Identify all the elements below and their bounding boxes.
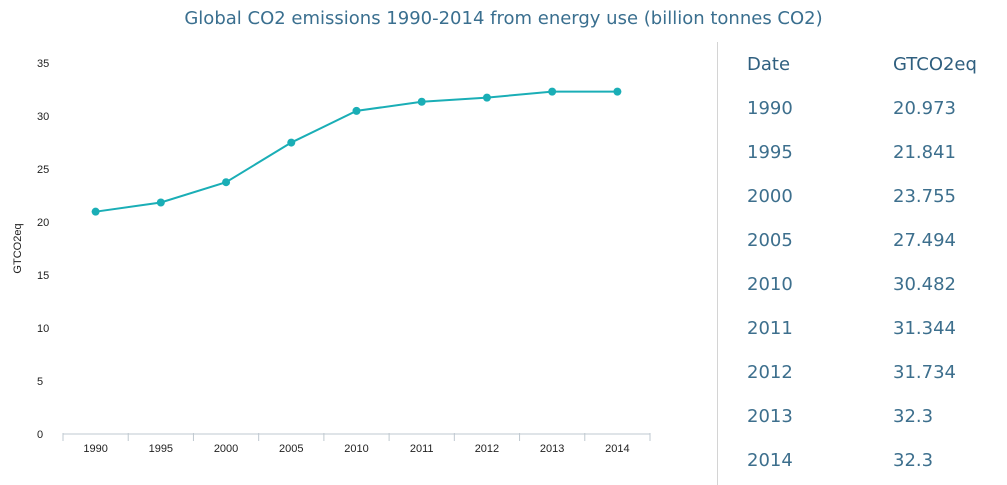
- table-cell-value: 30.482: [893, 273, 956, 295]
- table-cell-value: 23.755: [893, 185, 956, 207]
- table-row: 2011 31.344: [718, 306, 1007, 350]
- x-tick-label: 2011: [410, 443, 434, 455]
- data-point: [156, 198, 165, 207]
- column-header-date: Date: [747, 53, 791, 75]
- y-tick-label: 15: [37, 270, 49, 282]
- x-tick-label: 2010: [344, 443, 368, 455]
- data-point: [548, 87, 557, 96]
- data-table-panel: Date GTCO2eq 1990 20.973 1995 21.841 2000 23.…: [717, 42, 1007, 485]
- y-tick-label: 30: [37, 111, 49, 123]
- x-tick-label: 2012: [475, 443, 499, 455]
- table-cell-date: 2012: [747, 361, 793, 383]
- table-cell-date: 2000: [747, 185, 793, 207]
- table-cell-value: 21.841: [893, 141, 956, 163]
- chart-title: Global CO2 emissions 1990-2014 from ener…: [184, 8, 823, 29]
- data-table: Date GTCO2eq 1990 20.973 1995 21.841 2000 23.…: [718, 42, 1007, 482]
- table-row: 2010 30.482: [718, 262, 1007, 306]
- table-row: 2013 32.3: [718, 394, 1007, 438]
- x-tick-label: 2014: [605, 443, 629, 455]
- data-point: [91, 207, 100, 216]
- x-tick-label: 1990: [83, 443, 107, 455]
- table-cell-value: 27.494: [893, 229, 956, 251]
- table-cell-date: 2005: [747, 229, 793, 251]
- table-cell-value: 31.734: [893, 361, 956, 383]
- table-row: 1995 21.841: [718, 130, 1007, 174]
- table-cell-date: 2014: [747, 449, 793, 471]
- y-tick-label: 20: [37, 217, 49, 229]
- y-tick-label: 10: [37, 323, 49, 335]
- x-tick-label: 2005: [279, 443, 303, 455]
- column-header-value: GTCO2eq: [893, 53, 977, 75]
- table-header-row: Date GTCO2eq: [718, 42, 1007, 86]
- data-point: [482, 93, 491, 102]
- table-cell-value: 31.344: [893, 317, 956, 339]
- data-point: [287, 138, 296, 147]
- table-cell-date: 2013: [747, 405, 793, 427]
- table-cell-value: 32.3: [893, 405, 934, 427]
- x-tick-label: 2000: [214, 443, 238, 455]
- data-point: [417, 97, 426, 106]
- data-point: [352, 106, 361, 115]
- table-cell-value: 32.3: [893, 449, 934, 471]
- table-cell-date: 1990: [747, 97, 793, 119]
- table-row: 2012 31.734: [718, 350, 1007, 394]
- table-body: 1990 20.973 1995 21.841 2000 23.755 2005 27.494…: [718, 86, 1007, 482]
- x-tick-label: 1995: [149, 443, 173, 455]
- data-point: [613, 87, 622, 96]
- y-tick-label: 5: [37, 376, 43, 388]
- table-row: 2000 23.755: [718, 174, 1007, 218]
- table-row: 2014 32.3: [718, 438, 1007, 482]
- table-cell-date: 2010: [747, 273, 793, 295]
- data-point: [222, 178, 231, 187]
- table-cell-date: 1995: [747, 141, 793, 163]
- x-tick-label: 2013: [540, 443, 564, 455]
- table-row: 2005 27.494: [718, 218, 1007, 262]
- table-row: 1990 20.973: [718, 86, 1007, 130]
- y-tick-label: 25: [37, 164, 49, 176]
- y-tick-label: 35: [37, 58, 49, 70]
- line-chart: 0 5 10 15 20 25 30 35 GTCO2eq 1990 1995 2000 2005 201…: [12, 58, 651, 455]
- y-tick-label: 0: [37, 429, 43, 441]
- y-axis-label: GTCO2eq: [12, 223, 24, 273]
- table-cell-date: 2011: [747, 317, 793, 339]
- table-cell-value: 20.973: [893, 97, 956, 119]
